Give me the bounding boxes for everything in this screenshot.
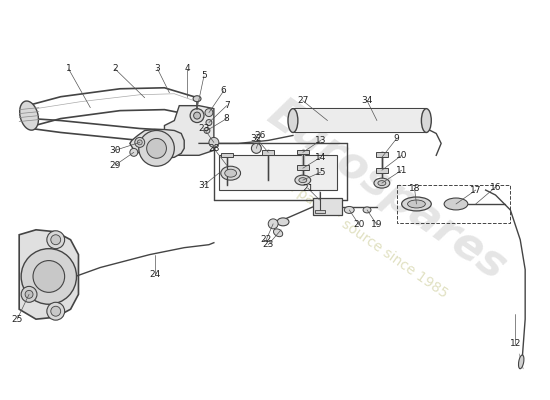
- Text: 26: 26: [255, 131, 266, 140]
- Circle shape: [251, 143, 261, 153]
- Circle shape: [21, 286, 37, 302]
- Text: a parts™ source since 1985: a parts™ source since 1985: [284, 179, 450, 301]
- Text: 8: 8: [224, 114, 229, 123]
- Text: 18: 18: [409, 184, 420, 192]
- Ellipse shape: [344, 206, 354, 214]
- Text: 32: 32: [251, 134, 262, 143]
- Text: Eurospares: Eurospares: [259, 92, 514, 288]
- Polygon shape: [297, 165, 309, 170]
- Circle shape: [138, 140, 142, 145]
- Polygon shape: [297, 150, 309, 154]
- Ellipse shape: [363, 207, 371, 213]
- Circle shape: [130, 148, 138, 156]
- Text: 13: 13: [315, 136, 326, 145]
- Polygon shape: [313, 198, 342, 215]
- Circle shape: [21, 249, 76, 304]
- Circle shape: [135, 138, 145, 147]
- Text: 3: 3: [155, 64, 161, 74]
- Text: 34: 34: [361, 96, 373, 105]
- Text: 14: 14: [315, 153, 326, 162]
- Polygon shape: [19, 230, 79, 319]
- Ellipse shape: [374, 178, 390, 188]
- Text: 24: 24: [149, 270, 160, 279]
- Ellipse shape: [519, 355, 524, 369]
- Ellipse shape: [193, 96, 201, 102]
- Text: 12: 12: [510, 340, 521, 348]
- Text: 21: 21: [302, 184, 314, 192]
- Ellipse shape: [277, 218, 289, 226]
- Text: 23: 23: [199, 124, 210, 133]
- Circle shape: [268, 219, 278, 229]
- Polygon shape: [130, 130, 184, 158]
- Bar: [293, 109, 426, 132]
- Text: 19: 19: [371, 220, 383, 229]
- Text: 2: 2: [112, 64, 118, 74]
- Text: 4: 4: [184, 64, 190, 74]
- Ellipse shape: [444, 198, 468, 210]
- Polygon shape: [219, 155, 337, 190]
- Ellipse shape: [295, 175, 311, 185]
- Text: 6: 6: [221, 86, 227, 95]
- Polygon shape: [376, 168, 388, 173]
- Circle shape: [147, 138, 167, 158]
- Text: 25: 25: [12, 315, 23, 324]
- Text: 7: 7: [224, 101, 229, 110]
- Circle shape: [205, 109, 213, 116]
- Text: 31: 31: [198, 181, 210, 190]
- Polygon shape: [164, 106, 214, 155]
- Ellipse shape: [225, 169, 236, 177]
- Polygon shape: [221, 153, 233, 157]
- Text: 20: 20: [354, 220, 365, 229]
- Text: 15: 15: [315, 168, 326, 177]
- Ellipse shape: [273, 229, 283, 237]
- Polygon shape: [376, 152, 388, 157]
- Text: 16: 16: [490, 182, 501, 192]
- Ellipse shape: [408, 200, 425, 208]
- Circle shape: [33, 260, 65, 292]
- Text: 23: 23: [262, 240, 274, 249]
- Circle shape: [25, 290, 33, 298]
- Ellipse shape: [299, 178, 307, 183]
- Circle shape: [51, 235, 60, 245]
- Ellipse shape: [190, 109, 204, 122]
- Circle shape: [206, 120, 212, 126]
- Circle shape: [204, 128, 210, 134]
- Ellipse shape: [421, 109, 431, 132]
- Text: 9: 9: [394, 134, 399, 143]
- Circle shape: [51, 306, 60, 316]
- Text: 27: 27: [297, 96, 309, 105]
- Circle shape: [139, 130, 174, 166]
- Ellipse shape: [402, 197, 431, 211]
- Text: 29: 29: [109, 161, 121, 170]
- Text: 11: 11: [396, 166, 408, 175]
- Circle shape: [209, 138, 219, 147]
- Text: 28: 28: [208, 144, 219, 153]
- Text: 17: 17: [470, 186, 481, 194]
- Ellipse shape: [194, 112, 201, 119]
- Polygon shape: [315, 210, 324, 213]
- Circle shape: [47, 231, 65, 249]
- Ellipse shape: [378, 181, 386, 186]
- Ellipse shape: [288, 109, 298, 132]
- Bar: [397, 185, 510, 223]
- Circle shape: [47, 302, 65, 320]
- Text: 10: 10: [396, 151, 408, 160]
- Ellipse shape: [20, 101, 38, 130]
- Polygon shape: [262, 150, 274, 155]
- Text: 30: 30: [109, 146, 121, 155]
- Text: 22: 22: [261, 235, 272, 244]
- Text: 5: 5: [201, 71, 207, 80]
- Text: 1: 1: [65, 64, 72, 74]
- Ellipse shape: [221, 166, 240, 180]
